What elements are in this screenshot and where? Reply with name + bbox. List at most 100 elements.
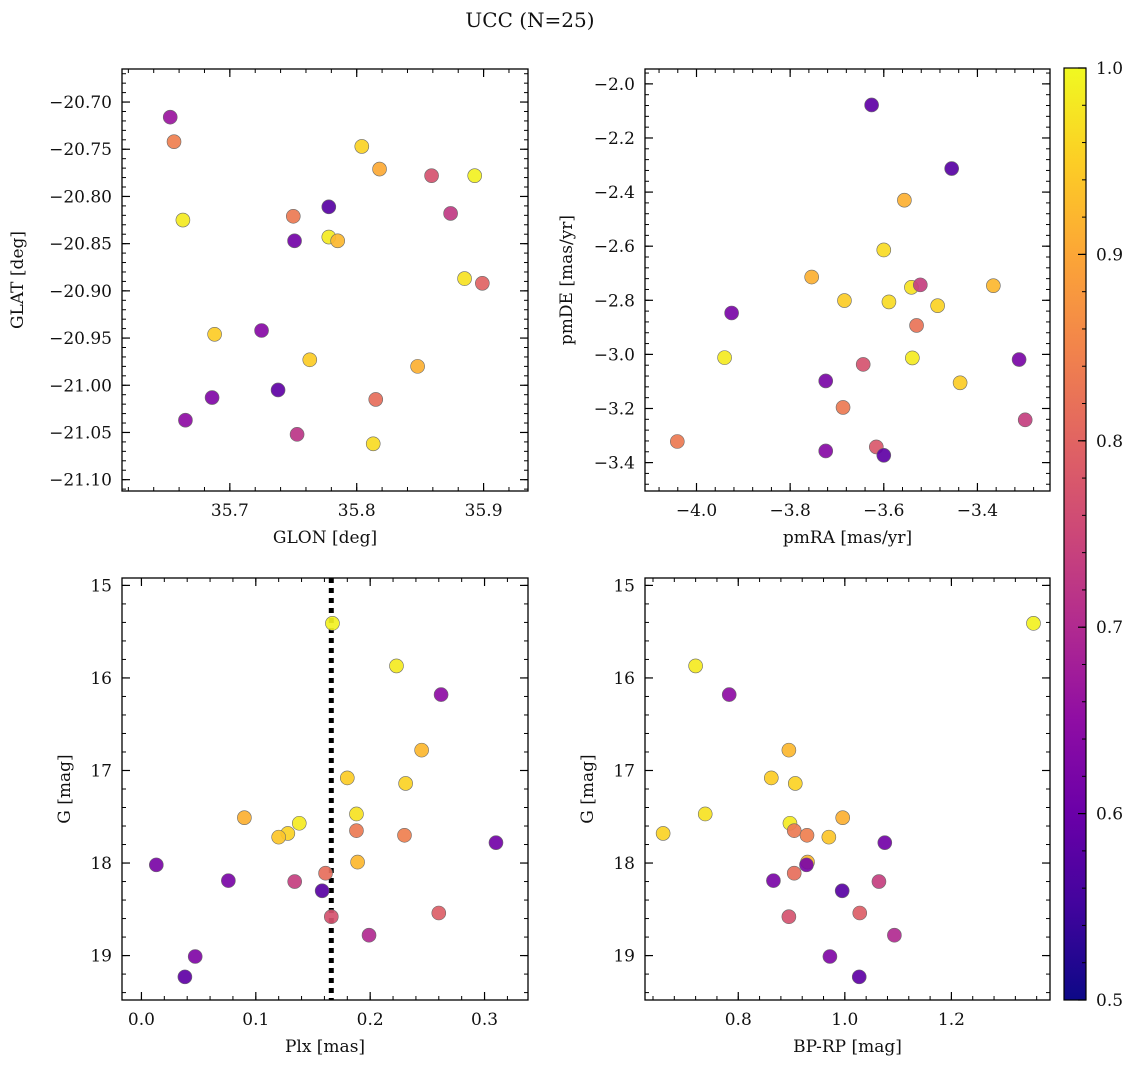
- scatter-point: [724, 305, 739, 321]
- scatter-point: [349, 806, 364, 822]
- scatter-point: [372, 161, 387, 177]
- scatter-point: [855, 357, 871, 372]
- scatter-point: [414, 742, 429, 758]
- scatter-point: [270, 382, 286, 398]
- x-tick-label: 35.9: [465, 501, 503, 521]
- scatter-point: [913, 277, 928, 293]
- scatter-point: [187, 949, 203, 964]
- scatter-point: [365, 436, 381, 452]
- scatter-point: [781, 909, 797, 925]
- y-tick-label: 15: [90, 576, 112, 596]
- plot-frame: [121, 577, 529, 1001]
- scatter-point: [361, 927, 377, 943]
- panel-color-g: 0.8 1.0 1.2 15 16 17 18 19 BP-RP [mag] G [mag]: [578, 576, 1051, 1057]
- scatter-point: [655, 826, 671, 841]
- scatter-point: [314, 883, 330, 899]
- colorbar-tick-label: 1.0: [1096, 59, 1123, 79]
- scatter-point: [254, 323, 269, 338]
- scatter-point: [834, 883, 850, 899]
- scatter-point: [799, 857, 814, 873]
- scatter-point: [905, 350, 920, 366]
- scatter-point: [804, 269, 819, 285]
- y-tick-label: 16: [90, 669, 112, 689]
- scatter-point: [876, 242, 892, 258]
- y-tick-label: −3.0: [594, 345, 635, 365]
- scatter-point: [944, 161, 959, 176]
- scatter-point: [781, 742, 797, 758]
- scatter-point: [166, 134, 182, 149]
- y-axis-label: G [mag]: [55, 754, 75, 823]
- x-tick-label: 0.0: [128, 1010, 155, 1030]
- x-tick-label: 0.1: [242, 1010, 269, 1030]
- colorbar: 0.5 0.6 0.7 0.8 0.9 1.0: [1063, 59, 1123, 1011]
- scatter-point: [289, 427, 305, 442]
- scatter-point: [457, 271, 472, 286]
- y-tick-label: −2.0: [594, 75, 635, 95]
- scatter-point: [488, 835, 504, 850]
- scatter-point: [368, 392, 384, 407]
- scatter-point: [443, 206, 458, 221]
- scatter-point: [670, 434, 685, 449]
- scatter-point: [398, 776, 413, 791]
- y-tick-label: −20.80: [49, 187, 112, 207]
- x-tick-label: 1.0: [831, 1010, 858, 1030]
- scatter-point: [340, 770, 355, 786]
- scatter-point: [321, 199, 337, 215]
- y-tick-label: 18: [613, 854, 635, 874]
- y-tick-label: −21.05: [49, 423, 112, 443]
- scatter-point: [178, 412, 193, 428]
- scatter-point: [424, 168, 439, 183]
- scatter-point: [175, 212, 191, 228]
- x-axis-label: pmRA [mas/yr]: [783, 528, 912, 548]
- scatter-point: [952, 375, 968, 391]
- scatter-point: [930, 298, 945, 313]
- y-tick-label: 19: [90, 947, 112, 967]
- scatter-point: [871, 874, 887, 889]
- x-axis-label: GLON [deg]: [273, 528, 377, 548]
- scatter-point: [410, 359, 425, 374]
- colorbar-tick-label: 0.8: [1096, 432, 1123, 452]
- scatter-point: [285, 208, 301, 224]
- scatter-point: [1026, 616, 1041, 631]
- y-tick-label: 16: [613, 669, 635, 689]
- scatter-point: [389, 658, 404, 674]
- colorbar-tick-label: 0.6: [1096, 805, 1123, 825]
- scatter-point: [763, 770, 779, 786]
- y-tick-label: −20.75: [49, 140, 112, 160]
- y-tick-label: −3.2: [594, 399, 635, 419]
- scatter-point: [786, 865, 802, 881]
- scatter-point: [881, 294, 897, 310]
- panel-plx-g: 0.0 0.1 0.2 0.3 15 16 17 18 19 Plx [mas] G [mag]: [55, 576, 529, 1057]
- scatter-point: [323, 909, 339, 925]
- x-tick-label: −3.6: [863, 501, 904, 521]
- scatter-point: [717, 350, 732, 365]
- scatter-point: [433, 687, 449, 702]
- x-tick-label: −3.4: [957, 501, 998, 521]
- x-tick-label: 35.7: [211, 501, 249, 521]
- scatter-point: [1017, 412, 1033, 428]
- plot-frame: [644, 68, 1051, 492]
- y-tick-label: −20.95: [49, 329, 112, 349]
- scatter-point: [221, 873, 236, 888]
- y-tick-label: −20.70: [49, 93, 112, 113]
- plot-frame: [121, 68, 529, 492]
- y-axis-label: pmDE [mas/yr]: [557, 215, 577, 345]
- scatter-point: [786, 823, 802, 838]
- scatter-point: [851, 969, 867, 985]
- y-tick-label: −2.8: [594, 291, 635, 311]
- y-axis-label: GLAT [deg]: [8, 231, 28, 329]
- scatter-point: [986, 278, 1001, 293]
- plot-frame: [644, 577, 1051, 1001]
- colorbar-tick-label: 0.5: [1096, 991, 1123, 1011]
- y-tick-label: 18: [90, 854, 112, 874]
- scatter-point: [204, 390, 220, 405]
- y-axis-label: G [mag]: [578, 754, 598, 823]
- y-tick-label: 15: [613, 576, 635, 596]
- scatter-point: [475, 276, 490, 291]
- figure-title: UCC (N=25): [465, 8, 594, 32]
- y-tick-label: 17: [90, 761, 112, 781]
- scatter-point: [877, 835, 893, 850]
- y-tick-label: −21.00: [49, 376, 112, 396]
- scatter-point: [876, 447, 892, 463]
